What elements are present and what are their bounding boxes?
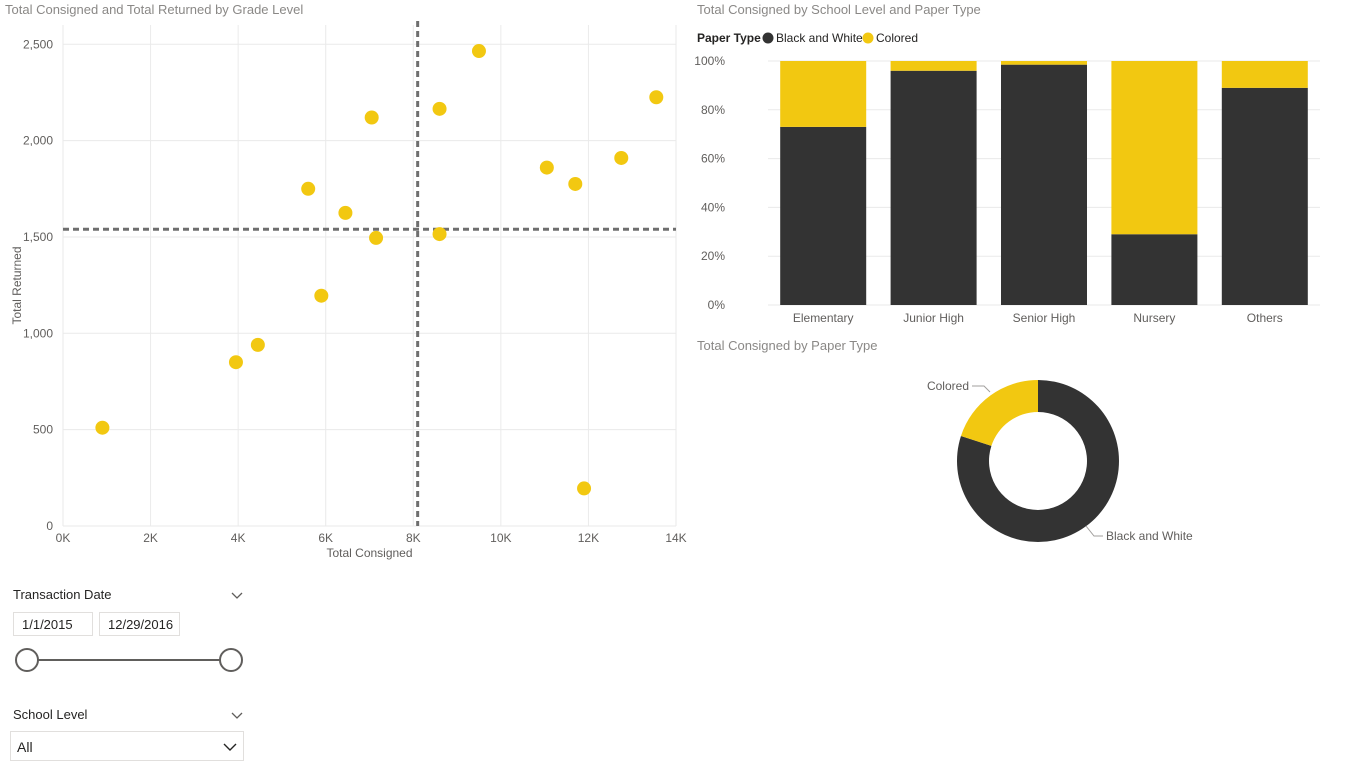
y-tick-label: 2,500 xyxy=(23,37,53,51)
scatter-point[interactable] xyxy=(301,181,316,196)
transaction-date-label: Transaction Date xyxy=(13,587,112,602)
y-tick-label: 0 xyxy=(46,519,53,533)
date-range-start-handle[interactable] xyxy=(15,648,39,672)
category-label: Others xyxy=(1247,311,1283,325)
donut-leader-line xyxy=(972,385,991,393)
legend-marker-black-and-white xyxy=(762,32,774,44)
y-tick-label: 1,000 xyxy=(23,326,53,340)
chevron-down-icon[interactable] xyxy=(231,709,243,721)
scatter-point[interactable] xyxy=(432,101,447,116)
bar-segment-black-and-white[interactable] xyxy=(890,70,977,305)
start-date-input[interactable]: 1/1/2015 xyxy=(13,612,93,636)
legend-item-black-and-white[interactable]: Black and White xyxy=(776,31,863,45)
y-tick-label: 20% xyxy=(701,249,725,263)
donut-slice-colored[interactable] xyxy=(960,380,1038,446)
category-label: Senior High xyxy=(1013,311,1076,325)
date-range-slider-track[interactable] xyxy=(27,659,231,661)
donut-chart-title: Total Consigned by Paper Type xyxy=(697,338,878,353)
x-tick-label: 8K xyxy=(406,531,421,545)
bar-segment-colored[interactable] xyxy=(780,61,867,127)
y-tick-label: 100% xyxy=(694,54,725,68)
category-label: Nursery xyxy=(1133,311,1175,325)
scatter-point[interactable] xyxy=(649,90,664,105)
legend-marker-colored xyxy=(862,32,874,44)
x-tick-label: 4K xyxy=(231,531,246,545)
x-tick-label: 0K xyxy=(56,531,71,545)
legend-title: Paper Type xyxy=(697,31,761,45)
donut-leader-line xyxy=(1085,525,1103,537)
category-label: Elementary xyxy=(793,311,854,325)
scatter-point[interactable] xyxy=(250,337,265,352)
y-tick-label: 80% xyxy=(701,103,725,117)
bar-segment-colored[interactable] xyxy=(1001,61,1087,65)
school-level-value: All xyxy=(17,739,33,755)
school-level-label: School Level xyxy=(13,707,88,722)
y-tick-label: 60% xyxy=(701,152,725,166)
scatter-point[interactable] xyxy=(369,230,384,245)
scatter-point[interactable] xyxy=(539,160,554,175)
chevron-down-icon xyxy=(223,743,237,751)
school-level-dropdown[interactable]: All xyxy=(10,731,244,761)
scatter-point[interactable] xyxy=(338,205,353,220)
scatter-point[interactable] xyxy=(95,420,110,435)
bar-segment-black-and-white[interactable] xyxy=(1001,64,1087,305)
chevron-down-icon[interactable] xyxy=(231,589,243,601)
bar-chart-title: Total Consigned by School Level and Pape… xyxy=(697,2,981,17)
y-axis-title: Total Returned xyxy=(10,246,24,324)
y-tick-label: 500 xyxy=(33,423,53,437)
stacked-bar-chart[interactable]: Paper Type Black and White Colored 0% 20%… xyxy=(690,25,1350,335)
scatter-point[interactable] xyxy=(432,227,447,242)
donut-label-colored: Colored xyxy=(927,379,969,393)
scatter-point[interactable] xyxy=(568,176,583,191)
x-tick-label: 12K xyxy=(578,531,599,545)
bar-segment-black-and-white[interactable] xyxy=(780,126,867,305)
x-axis-title: Total Consigned xyxy=(326,546,412,560)
scatter-point[interactable] xyxy=(471,44,486,59)
end-date-input[interactable]: 12/29/2016 xyxy=(99,612,180,636)
x-tick-label: 6K xyxy=(318,531,333,545)
donut-slice-black-and-white[interactable] xyxy=(957,380,1119,542)
donut-label-black-and-white: Black and White xyxy=(1106,529,1193,543)
date-range-end-handle[interactable] xyxy=(219,648,243,672)
bar-segment-black-and-white[interactable] xyxy=(1221,87,1308,305)
bar-segment-colored[interactable] xyxy=(1111,61,1198,235)
donut-chart[interactable]: Colored Black and White xyxy=(900,370,1220,555)
legend-item-colored[interactable]: Colored xyxy=(876,31,918,45)
bar-segment-colored[interactable] xyxy=(1221,61,1308,88)
scatter-point[interactable] xyxy=(364,110,379,125)
y-tick-label: 2,000 xyxy=(23,134,53,148)
bar-segment-colored[interactable] xyxy=(890,61,977,71)
scatter-chart[interactable]: 0K 2K 4K 6K 8K 10K 12K 14K 0 500 1,000 1,500 2,000 2,… xyxy=(0,0,690,570)
scatter-point[interactable] xyxy=(228,355,243,370)
scatter-point[interactable] xyxy=(577,481,592,496)
y-tick-label: 40% xyxy=(701,200,725,214)
scatter-point[interactable] xyxy=(314,288,329,303)
bar-segment-black-and-white[interactable] xyxy=(1111,234,1198,305)
scatter-chart-title: Total Consigned and Total Returned by Gr… xyxy=(5,2,304,17)
scatter-point[interactable] xyxy=(614,150,629,165)
category-label: Junior High xyxy=(903,311,964,325)
y-tick-label: 0% xyxy=(708,298,726,312)
x-tick-label: 10K xyxy=(490,531,511,545)
x-tick-label: 14K xyxy=(665,531,686,545)
x-tick-label: 2K xyxy=(143,531,158,545)
y-tick-label: 1,500 xyxy=(23,230,53,244)
